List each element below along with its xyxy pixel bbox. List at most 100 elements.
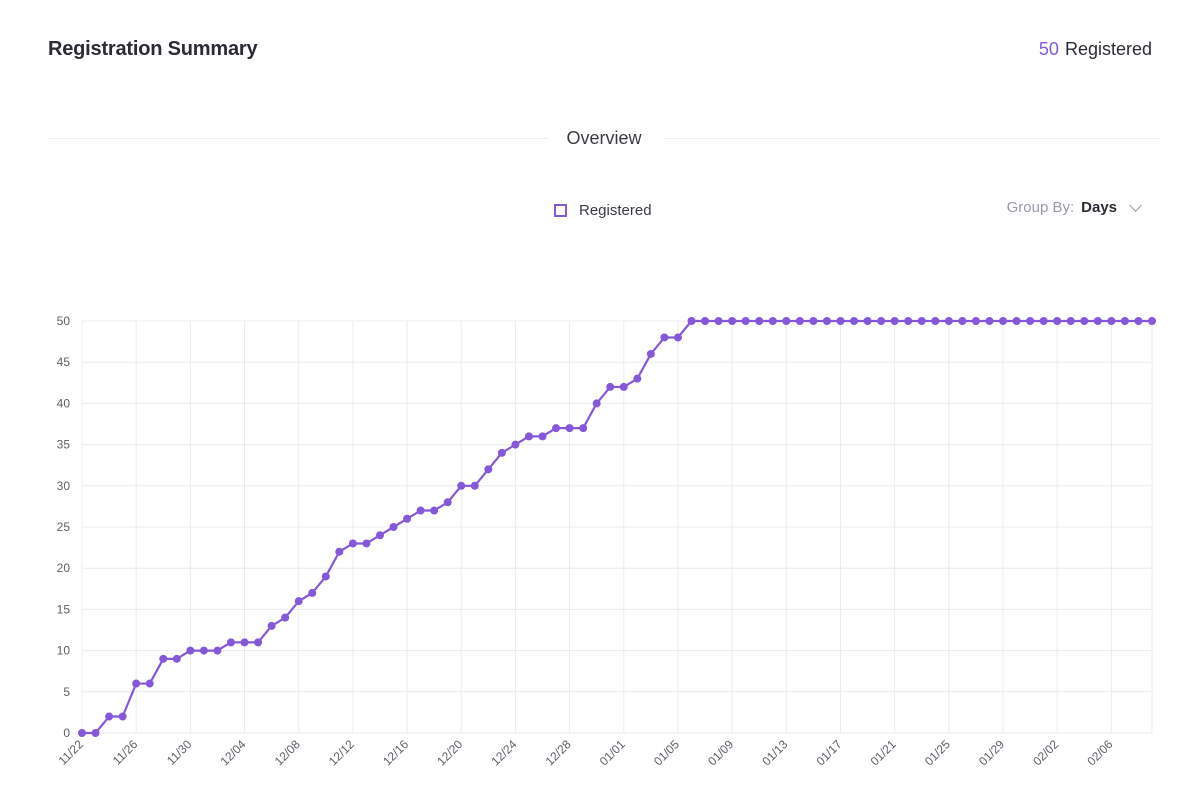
group-by-select[interactable]: Group By: Days xyxy=(1007,198,1142,216)
data-point xyxy=(619,382,628,391)
data-point xyxy=(579,424,588,433)
data-point xyxy=(687,317,696,325)
data-point xyxy=(890,317,899,325)
x-tick-label: 01/25 xyxy=(922,737,953,768)
x-tick-label: 12/28 xyxy=(543,737,574,768)
divider-line-right xyxy=(663,138,1160,139)
data-point xyxy=(958,317,967,325)
y-tick-label: 30 xyxy=(57,479,71,493)
data-point xyxy=(755,317,764,325)
x-tick-label: 12/16 xyxy=(380,737,411,768)
registered-label: Registered xyxy=(1064,39,1152,59)
data-point xyxy=(118,712,127,721)
data-point xyxy=(673,333,682,342)
data-point xyxy=(1134,317,1143,325)
data-point xyxy=(430,506,439,515)
x-tick-label: 01/09 xyxy=(705,737,736,768)
y-tick-label: 5 xyxy=(63,685,70,699)
y-tick-label: 50 xyxy=(57,314,71,328)
data-point xyxy=(822,317,831,325)
data-point xyxy=(714,317,723,325)
data-point xyxy=(524,432,533,441)
x-tick-label: 01/21 xyxy=(868,737,899,768)
data-point xyxy=(159,654,168,663)
x-tick-label: 01/29 xyxy=(976,737,1007,768)
data-point xyxy=(497,448,506,457)
data-point xyxy=(294,597,303,606)
data-point xyxy=(186,646,195,655)
section-divider: Overview xyxy=(48,128,1160,150)
x-tick-label: 12/04 xyxy=(218,737,249,768)
y-tick-label: 15 xyxy=(57,602,71,616)
legend-swatch-icon[interactable] xyxy=(554,203,567,217)
x-tick-label: 01/13 xyxy=(759,737,790,768)
data-point xyxy=(552,424,561,433)
data-point xyxy=(240,638,249,647)
registered-summary: 50 Registered xyxy=(1039,39,1152,60)
data-point xyxy=(836,317,845,325)
data-point xyxy=(904,317,913,325)
data-point xyxy=(78,729,86,737)
data-point xyxy=(416,506,425,515)
y-tick-label: 45 xyxy=(57,355,71,369)
data-point xyxy=(213,646,222,655)
group-by-value[interactable]: Days xyxy=(1081,199,1117,216)
data-point xyxy=(985,317,994,325)
chart-legend[interactable]: Registered xyxy=(554,200,652,220)
registered-count: 50 xyxy=(1038,39,1059,59)
data-point xyxy=(254,638,263,647)
data-point xyxy=(335,547,344,556)
data-point xyxy=(308,588,317,597)
data-point xyxy=(646,349,655,358)
x-tick-label: 12/12 xyxy=(326,737,357,768)
data-point xyxy=(1148,317,1156,325)
data-point xyxy=(362,539,371,548)
data-point xyxy=(850,317,859,325)
data-point xyxy=(999,317,1008,325)
data-point xyxy=(172,654,181,663)
data-point xyxy=(944,317,953,325)
x-tick-label: 12/24 xyxy=(488,737,519,768)
y-tick-label: 10 xyxy=(57,644,71,658)
x-tick-label: 11/30 xyxy=(164,737,195,768)
data-point xyxy=(375,531,384,540)
data-point xyxy=(145,679,154,688)
data-point xyxy=(728,317,737,325)
data-point xyxy=(863,317,872,325)
data-point xyxy=(592,399,601,408)
data-point xyxy=(741,317,750,325)
data-point xyxy=(1107,317,1116,325)
x-tick-label: 01/01 xyxy=(597,737,628,768)
data-point xyxy=(132,679,141,688)
data-point xyxy=(565,424,574,433)
data-point xyxy=(199,646,208,655)
data-point xyxy=(484,465,493,474)
x-tick-label: 11/22 xyxy=(56,737,87,768)
y-tick-label: 25 xyxy=(57,520,71,534)
x-tick-label: 02/06 xyxy=(1084,737,1115,768)
header: Registration Summary 50 Registered xyxy=(48,38,1152,68)
data-point xyxy=(105,712,114,721)
x-tick-label: 12/08 xyxy=(272,737,303,768)
data-point xyxy=(281,613,290,622)
legend-label: Registered xyxy=(579,201,652,219)
data-point xyxy=(809,317,818,325)
data-point xyxy=(971,317,980,325)
data-point xyxy=(538,432,547,441)
x-tick-label: 01/05 xyxy=(651,737,682,768)
y-tick-label: 35 xyxy=(57,438,71,452)
data-point xyxy=(511,440,520,449)
x-tick-label: 02/02 xyxy=(1030,737,1061,768)
data-point xyxy=(443,498,452,507)
data-point xyxy=(768,317,777,325)
divider-line-left xyxy=(48,138,548,139)
data-point xyxy=(660,333,669,342)
y-tick-label: 20 xyxy=(57,561,71,575)
data-point xyxy=(795,317,804,325)
page-title: Registration Summary xyxy=(48,38,258,60)
data-point xyxy=(1012,317,1021,325)
data-point xyxy=(226,638,235,647)
data-point xyxy=(606,382,615,391)
data-point xyxy=(1120,317,1129,325)
data-point xyxy=(1093,317,1102,325)
